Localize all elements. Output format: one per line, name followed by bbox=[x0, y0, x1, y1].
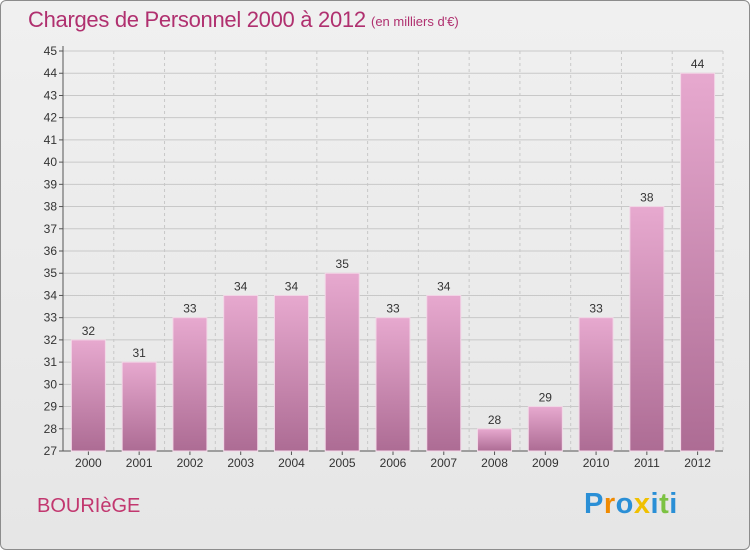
bar-2004 bbox=[273, 294, 309, 452]
logo-letter: P bbox=[584, 488, 604, 520]
data-labels: 32 31 33 34 34 35 33 34 28 29 33 38 44 bbox=[82, 57, 705, 427]
y-tick-label: 35 bbox=[44, 266, 58, 280]
logo-letter: o bbox=[615, 488, 634, 520]
bar-2002 bbox=[172, 317, 208, 452]
value-label: 28 bbox=[488, 413, 502, 427]
x-tick-label: 2007 bbox=[430, 456, 457, 470]
proxiti-logo: Proxiti bbox=[584, 488, 678, 521]
logo-letter: i bbox=[669, 488, 678, 520]
x-tick-label: 2012 bbox=[684, 456, 711, 470]
x-tick-label: 2008 bbox=[481, 456, 508, 470]
x-tick-label: 2009 bbox=[532, 456, 559, 470]
value-label: 34 bbox=[234, 279, 248, 293]
x-tick-label: 2000 bbox=[75, 456, 102, 470]
y-tick-label: 28 bbox=[44, 422, 58, 436]
chart-subtitle: (en milliers d'€) bbox=[371, 14, 459, 29]
bar-2010 bbox=[578, 317, 614, 452]
bar-2001 bbox=[121, 361, 157, 452]
value-label: 29 bbox=[539, 391, 553, 405]
bar-2007 bbox=[426, 294, 462, 452]
bar-2009 bbox=[527, 406, 563, 452]
bar-2011 bbox=[629, 206, 665, 452]
logo-letter: x bbox=[633, 488, 651, 520]
y-tick-label: 40 bbox=[44, 155, 58, 169]
y-tick-label: 44 bbox=[44, 66, 58, 80]
x-tick-label: 2010 bbox=[583, 456, 610, 470]
value-label: 38 bbox=[640, 191, 654, 205]
y-tick-label: 27 bbox=[44, 444, 58, 458]
bar-2000 bbox=[70, 339, 106, 452]
bars bbox=[70, 72, 716, 452]
y-tick-label: 45 bbox=[44, 44, 58, 58]
value-label: 34 bbox=[285, 279, 299, 293]
x-tick-label: 2002 bbox=[177, 456, 204, 470]
value-label: 33 bbox=[589, 302, 603, 316]
value-label: 33 bbox=[183, 302, 197, 316]
bar-2008 bbox=[477, 428, 513, 452]
chart-title: Charges de Personnel 2000 à 2012 bbox=[28, 7, 366, 32]
x-tick-label: 2001 bbox=[126, 456, 153, 470]
axes: 27 28 29 30 31 32 33 34 35 36 37 38 39 40 41 42 43 44 45 20… bbox=[44, 44, 723, 470]
commune-name: BOURIèGE bbox=[37, 495, 141, 517]
value-label: 44 bbox=[691, 57, 705, 71]
value-label: 31 bbox=[132, 346, 146, 360]
y-tick-label: 36 bbox=[44, 244, 58, 258]
y-tick-label: 39 bbox=[44, 177, 58, 191]
bar-2012 bbox=[680, 72, 716, 452]
x-tick-label: 2003 bbox=[227, 456, 254, 470]
y-tick-label: 29 bbox=[44, 400, 58, 414]
y-tick-label: 31 bbox=[44, 355, 58, 369]
y-tick-label: 32 bbox=[44, 333, 58, 347]
value-label: 33 bbox=[386, 302, 400, 316]
value-label: 35 bbox=[336, 257, 350, 271]
logo-letter: t bbox=[659, 488, 670, 520]
x-tick-label: 2004 bbox=[278, 456, 305, 470]
logo-letter: i bbox=[650, 488, 660, 520]
value-label: 34 bbox=[437, 279, 451, 293]
x-tick-label: 2005 bbox=[329, 456, 356, 470]
y-tick-label: 38 bbox=[44, 200, 58, 214]
bar-2005 bbox=[324, 272, 360, 452]
y-tick-label: 30 bbox=[44, 377, 58, 391]
x-tick-label: 2006 bbox=[380, 456, 407, 470]
value-label: 32 bbox=[82, 324, 96, 338]
bar-2003 bbox=[223, 294, 259, 452]
y-tick-label: 42 bbox=[44, 111, 58, 125]
bar-2006 bbox=[375, 317, 411, 452]
y-tick-label: 37 bbox=[44, 222, 58, 236]
x-tick-label: 2011 bbox=[634, 456, 660, 470]
y-tick-label: 33 bbox=[44, 311, 58, 325]
y-tick-label: 43 bbox=[44, 88, 58, 102]
y-tick-label: 34 bbox=[44, 288, 58, 302]
logo-letter: r bbox=[603, 488, 616, 520]
y-tick-label: 41 bbox=[44, 133, 58, 147]
